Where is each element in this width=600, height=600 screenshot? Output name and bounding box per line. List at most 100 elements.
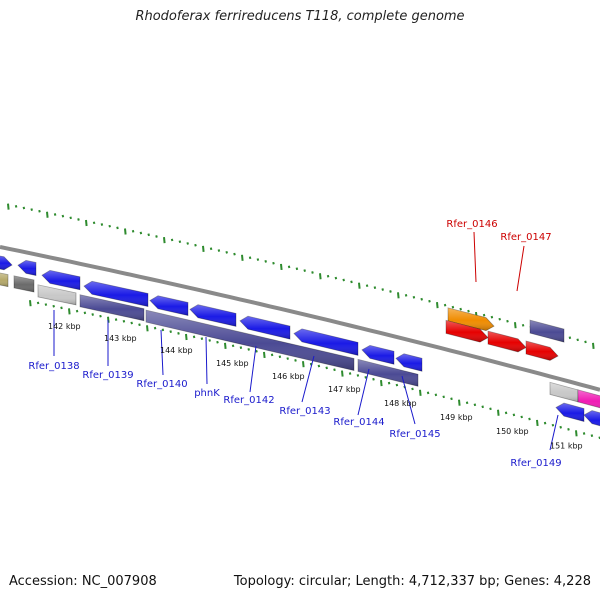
tick-mark [395, 383, 399, 387]
gene-label[interactable]: Rfer_0143 [279, 406, 330, 417]
gene-label[interactable]: Rfer_0145 [389, 429, 440, 440]
tick-mark [458, 399, 461, 406]
tick-mark [255, 349, 258, 353]
tick-mark [131, 229, 135, 233]
tick-mark [451, 305, 455, 309]
tick-mark [567, 427, 570, 431]
gene-label[interactable]: phnK [194, 388, 220, 399]
leader-line [549, 414, 559, 451]
tick-mark [22, 206, 26, 210]
gene-label[interactable]: Rfer_0138 [28, 361, 79, 372]
tick-mark [412, 295, 416, 299]
cds-block-shade [526, 341, 558, 361]
tick-mark [270, 353, 274, 357]
tick-mark [514, 322, 517, 329]
genome-backbone [0, 245, 600, 392]
tick-mark [68, 308, 71, 315]
tick-mark [372, 377, 375, 381]
tick-mark [216, 340, 219, 344]
tick-mark [326, 274, 330, 278]
tick-mark [576, 338, 579, 342]
tick-mark [163, 236, 166, 244]
kbp-label: 147 kbp [328, 385, 361, 394]
cds-block-shade [396, 353, 422, 372]
tick-mark [465, 401, 469, 405]
tick-mark [130, 321, 133, 325]
tick-mark [139, 231, 143, 235]
tick-mark [387, 381, 391, 385]
tick-mark [411, 387, 414, 391]
tick-mark [536, 419, 539, 427]
tick-mark [419, 389, 422, 396]
tick-mark [356, 374, 360, 377]
tick-mark [209, 247, 213, 251]
tick-mark [551, 423, 555, 427]
cds-block-shade [84, 281, 148, 307]
tick-mark [426, 391, 430, 395]
tick-mark [333, 368, 336, 372]
gene-label[interactable]: Rfer_0140 [136, 379, 187, 390]
tick-mark [194, 243, 197, 247]
tick-mark [217, 249, 221, 252]
kbp-label: 143 kbp [104, 334, 137, 343]
tick-mark [528, 417, 531, 421]
tick-mark [241, 254, 244, 261]
tick-mark [278, 355, 282, 359]
tick-mark [334, 276, 338, 280]
cds-block-shade [584, 410, 600, 426]
tick-mark [575, 430, 578, 437]
tick-mark [7, 203, 10, 210]
tick-mark [38, 209, 41, 213]
tick-mark [256, 258, 260, 261]
tick-mark [60, 306, 63, 310]
tick-mark [200, 337, 204, 341]
tick-mark [264, 260, 267, 263]
tick-mark [186, 242, 189, 245]
leader-line [357, 368, 370, 416]
tick-mark [99, 314, 102, 318]
tick-mark [521, 323, 525, 327]
tick-mark [46, 211, 49, 218]
gene-label[interactable]: Rfer_0149 [510, 458, 561, 469]
gene-label[interactable]: Rfer_0147 [500, 232, 551, 243]
cds-block-shade [550, 382, 578, 402]
tick-mark [30, 208, 33, 211]
tick-mark [138, 323, 141, 327]
tick-mark [436, 301, 439, 309]
tick-mark [248, 256, 252, 260]
leader-line [473, 231, 477, 283]
tick-mark [116, 226, 119, 230]
tick-mark [224, 342, 227, 350]
tick-mark [83, 311, 87, 315]
cds-block-shade [38, 284, 76, 305]
tick-mark [239, 346, 243, 349]
tick-mark [170, 238, 174, 242]
tick-mark [568, 336, 572, 340]
cds-block-shade [42, 270, 80, 290]
cds-block-shade [80, 294, 144, 321]
tick-mark [506, 319, 509, 323]
kbp-label: 146 kbp [272, 372, 305, 381]
tick-mark [177, 332, 180, 335]
tick-mark [341, 370, 344, 377]
tick-mark [590, 434, 594, 437]
tick-mark [231, 344, 235, 348]
cds-block-shade [14, 275, 34, 292]
tick-mark [61, 214, 65, 218]
tick-mark [311, 271, 314, 274]
tick-mark [364, 375, 367, 379]
gene-label[interactable]: Rfer_0146 [446, 219, 497, 230]
tick-mark [459, 307, 462, 311]
gene-label[interactable]: Rfer_0142 [223, 395, 274, 406]
cds-block-shade [240, 316, 290, 340]
tick-mark [543, 421, 547, 425]
tick-mark [52, 304, 55, 308]
tick-mark [146, 325, 149, 332]
tick-mark [482, 313, 486, 317]
gene-label[interactable]: Rfer_0139 [82, 370, 133, 381]
gene-label[interactable]: Rfer_0144 [333, 417, 384, 428]
tick-mark [325, 366, 328, 370]
leader-line [249, 345, 257, 393]
genome-summary: Topology: circular; Length: 4,712,337 bp… [233, 574, 591, 589]
